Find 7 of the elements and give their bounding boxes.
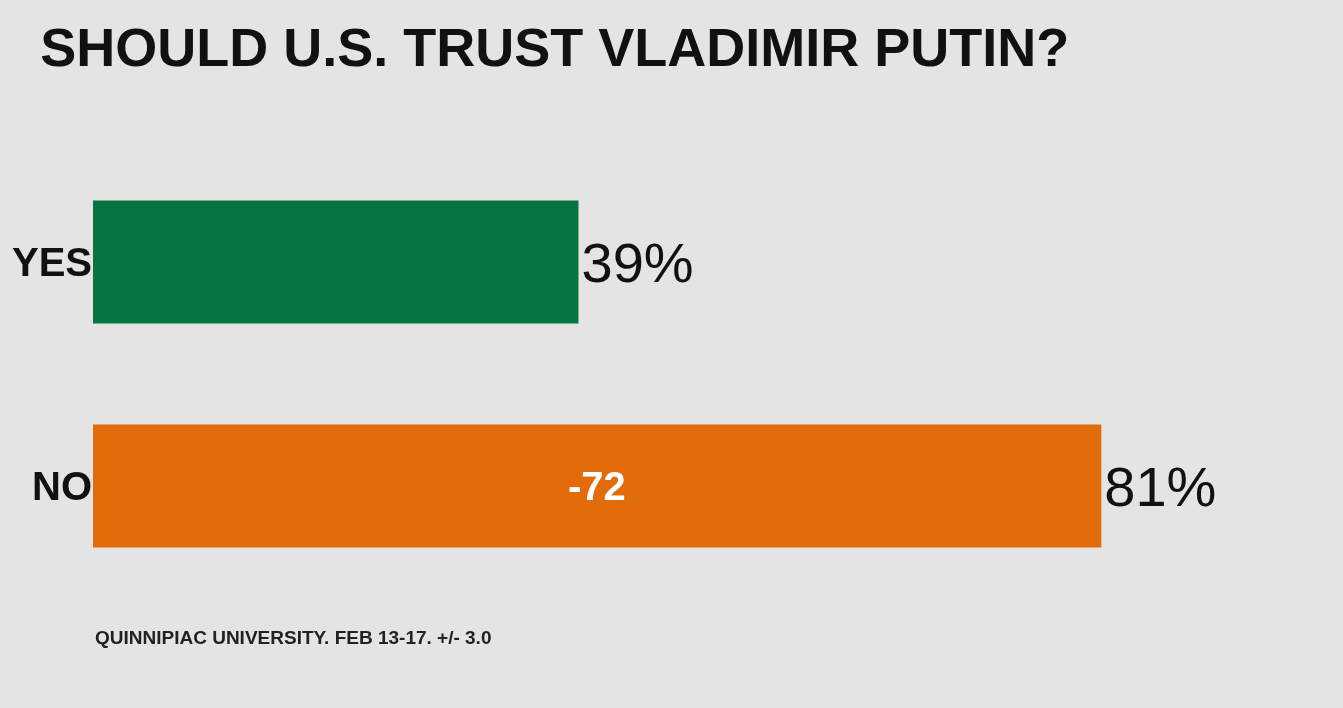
data-label: 81%: [1104, 454, 1217, 518]
text: QUINNIPIAC UNIVERSITY. FEB 13-17. +/- 3.0: [95, 627, 492, 648]
y-tick-label: NO: [32, 464, 92, 508]
chart-title: SHOULD U.S. TRUST VLADIMIR PUTIN?: [40, 17, 1070, 78]
annotation: -72: [568, 464, 626, 508]
data-label: 39%: [581, 230, 694, 294]
y-tick-label: YES: [11, 240, 92, 284]
